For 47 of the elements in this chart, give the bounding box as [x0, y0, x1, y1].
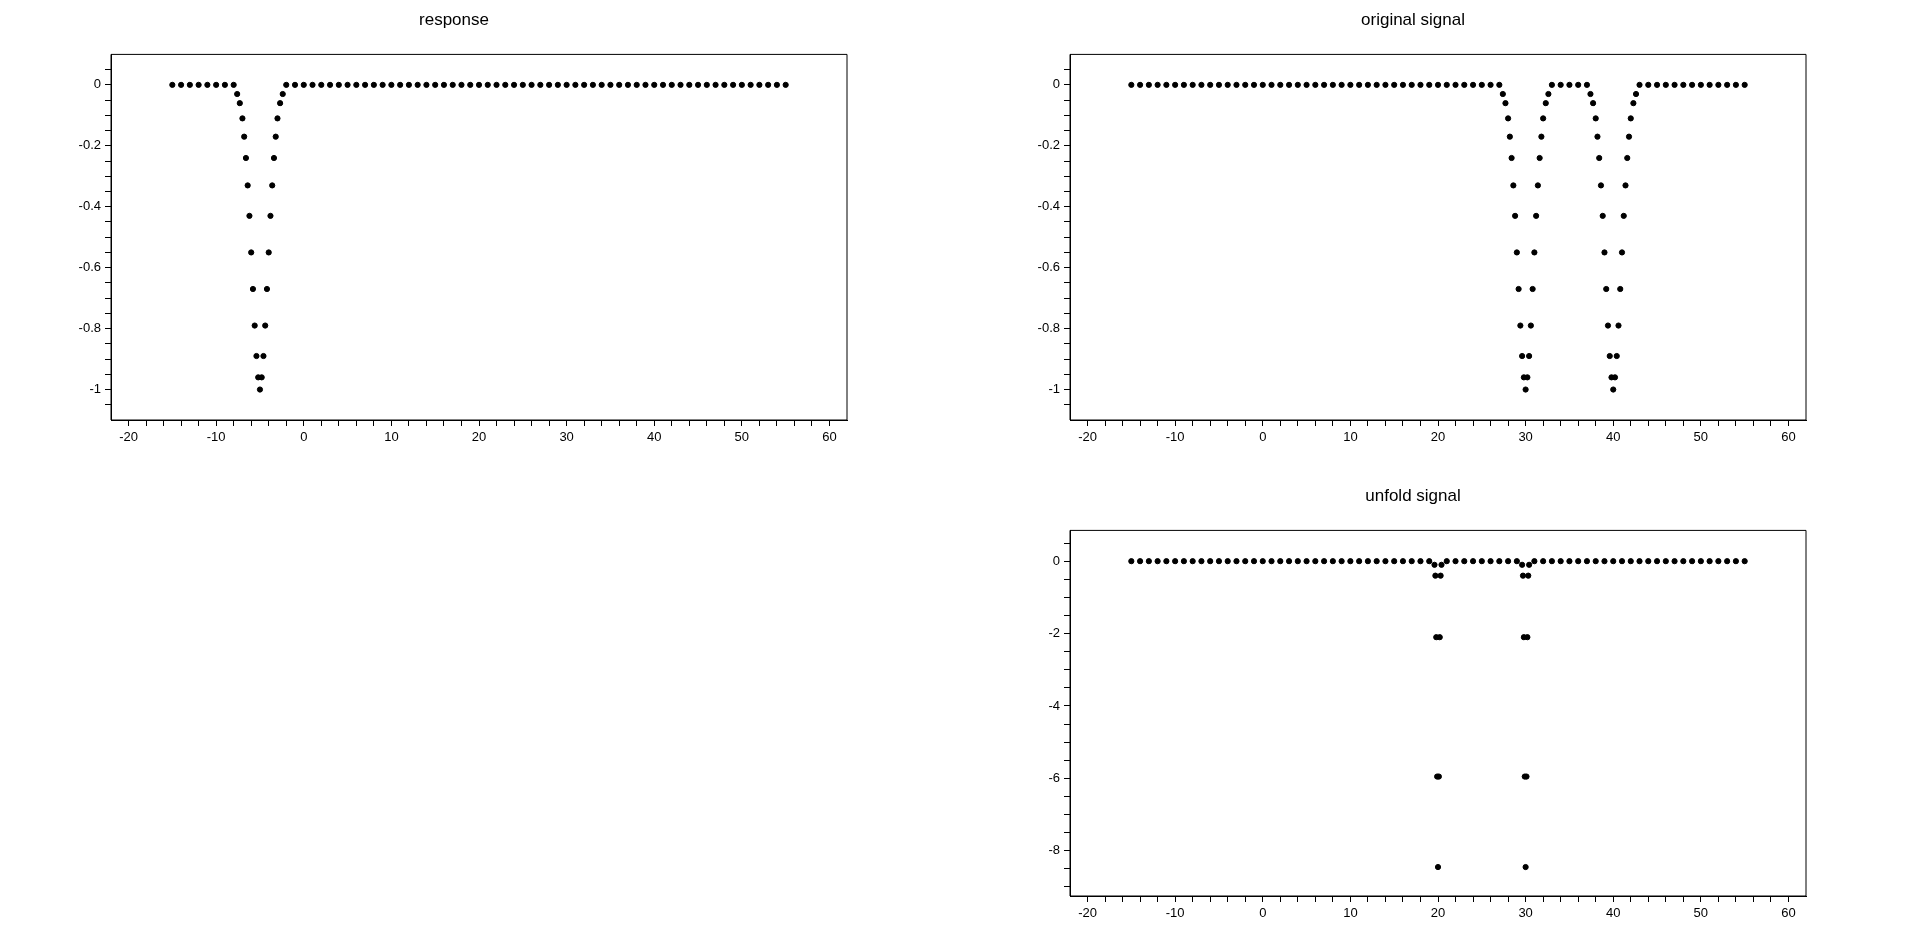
y-tick-label: 0 [93, 76, 101, 92]
x-tick-label: 60 [1781, 905, 1796, 921]
x-tick-label: 10 [1343, 905, 1358, 921]
y-tick-label: -4 [1048, 697, 1060, 713]
x-tick-label: 50 [1693, 905, 1709, 921]
y-tick-label: -0.4 [1037, 198, 1060, 214]
x-tick-label: 0 [1259, 429, 1267, 445]
x-tick-label: -10 [206, 429, 226, 445]
x-tick-label: -20 [1078, 905, 1097, 921]
x-tick-label: 50 [734, 429, 750, 445]
x-tick-label: 20 [1430, 429, 1446, 445]
x-tick-label: 60 [1781, 429, 1796, 445]
y-tick-label: -2 [1048, 625, 1060, 641]
y-tick-label: -6 [1048, 769, 1060, 785]
x-tick-label: 40 [1606, 429, 1621, 445]
x-tick-label: 50 [1693, 429, 1709, 445]
y-tick-label: -1 [89, 381, 101, 397]
x-tick-label: 30 [1518, 429, 1533, 445]
y-tick-label: -0.8 [1037, 320, 1060, 336]
y-tick-label: -0.2 [1037, 137, 1060, 153]
x-tick-label: 20 [1430, 905, 1446, 921]
x-tick-label: -20 [1078, 429, 1097, 445]
y-tick-label: 0 [1052, 76, 1060, 92]
x-tick-label: 0 [1259, 905, 1267, 921]
chart-title: response [419, 9, 489, 29]
y-tick-label: -0.6 [1037, 259, 1060, 275]
y-tick-label: -0.4 [78, 198, 101, 214]
x-tick-label: 30 [1518, 905, 1533, 921]
x-tick-label: 0 [300, 429, 308, 445]
x-tick-label: 60 [822, 429, 837, 445]
x-tick-label: 20 [471, 429, 487, 445]
x-tick-label: -10 [1165, 905, 1185, 921]
y-tick-label: -1 [1048, 381, 1060, 397]
x-tick-label: 10 [1343, 429, 1358, 445]
y-tick-label: -0.8 [78, 320, 101, 336]
y-tick-label: -0.2 [78, 137, 101, 153]
x-tick-label: 40 [647, 429, 662, 445]
y-tick-label: -0.6 [78, 259, 101, 275]
x-tick-label: -10 [1165, 429, 1185, 445]
x-tick-label: 10 [384, 429, 399, 445]
y-tick-label: 0 [1052, 552, 1060, 568]
chart-title: original signal [1361, 9, 1465, 29]
y-tick-label: -8 [1048, 842, 1060, 858]
x-tick-label: -20 [119, 429, 138, 445]
x-tick-label: 30 [559, 429, 574, 445]
x-tick-label: 40 [1606, 905, 1621, 921]
chart-title: unfold signal [1365, 485, 1461, 505]
